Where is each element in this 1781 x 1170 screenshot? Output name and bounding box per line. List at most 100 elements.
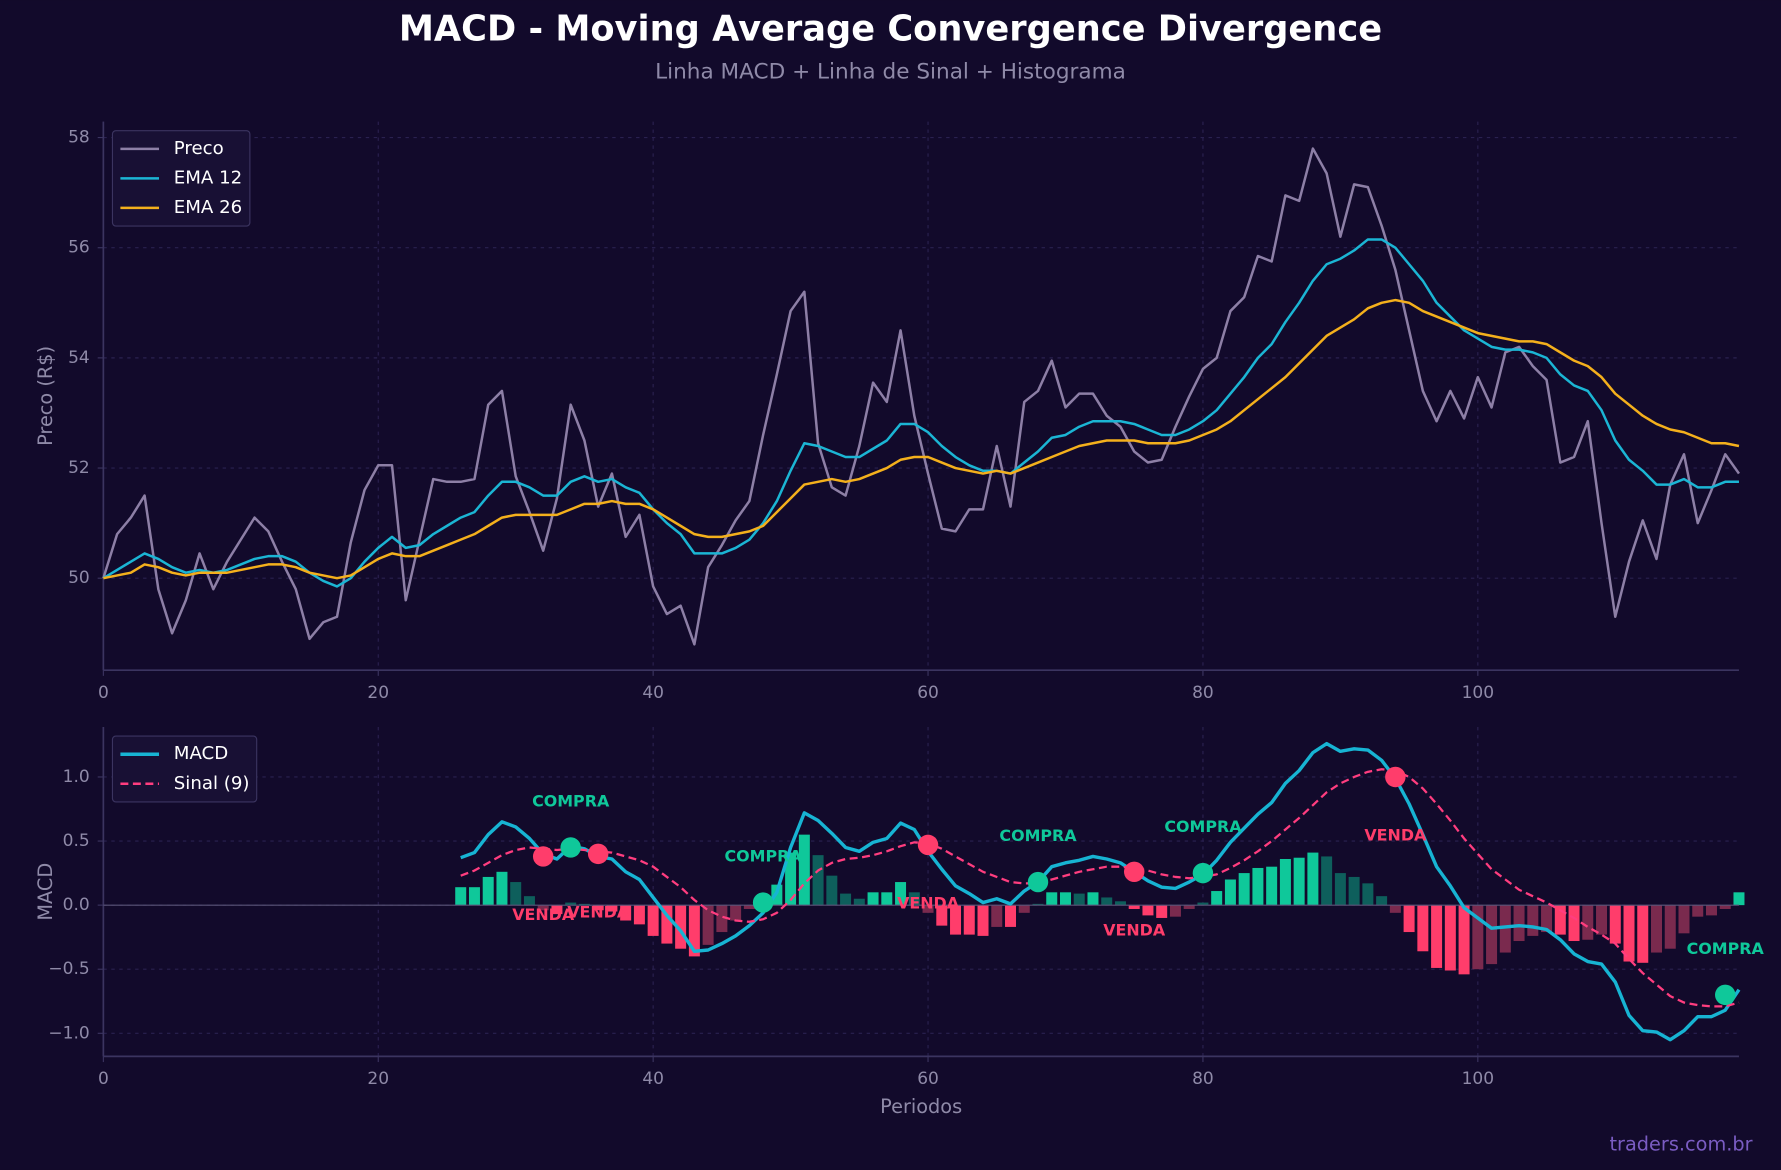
histogram-bar: [688, 905, 700, 957]
histogram-bar: [1169, 905, 1181, 917]
signal-label: VENDA: [1364, 826, 1427, 845]
histogram-bar: [1183, 905, 1195, 909]
histogram-bar: [922, 905, 934, 913]
histogram-bar: [1073, 893, 1085, 906]
y-tick-label: −1.0: [48, 1023, 89, 1043]
histogram-bar: [1334, 873, 1346, 906]
x-axis-label: Periodos: [880, 1095, 962, 1118]
histogram-bar: [1197, 902, 1209, 906]
y-tick-label: 0.0: [63, 895, 90, 915]
signal-marker: [917, 834, 939, 856]
histogram-bar: [1046, 892, 1058, 906]
signal-label: VENDA: [512, 905, 575, 924]
histogram-bar: [1362, 883, 1374, 906]
histogram-bar: [1403, 905, 1415, 933]
histogram-bar: [1059, 892, 1071, 906]
x-tick-label: 40: [642, 683, 664, 703]
histogram-bar: [1279, 858, 1291, 906]
histogram-bar: [963, 905, 975, 935]
histogram-bar: [1733, 892, 1745, 906]
histogram-bar: [1554, 905, 1566, 935]
histogram-bar: [1032, 903, 1044, 906]
signal-marker: [532, 846, 554, 867]
histogram-bar: [1224, 879, 1236, 906]
histogram-bar: [1623, 905, 1635, 962]
histogram-bar: [1101, 897, 1113, 906]
y-tick-label: 52: [68, 458, 90, 478]
histogram-bar: [1293, 857, 1305, 906]
histogram-bar: [716, 905, 728, 933]
histogram-bar: [1719, 905, 1731, 909]
histogram-bar: [1431, 905, 1443, 968]
histogram-bar: [1128, 905, 1140, 909]
histogram-bar: [977, 905, 989, 936]
signal-label: VENDA: [897, 893, 960, 912]
histogram-bar: [592, 905, 604, 911]
histogram-bar: [482, 876, 494, 906]
histogram-bar: [1486, 905, 1498, 965]
series-line: [103, 298, 1740, 580]
y-tick-label: 58: [68, 128, 90, 148]
signal-label: COMPRA: [725, 847, 803, 866]
histogram-bar: [1156, 905, 1168, 918]
histogram-bar: [468, 887, 480, 906]
legend-box: [111, 130, 251, 227]
signal-marker: [587, 843, 609, 865]
histogram-bar: [1348, 876, 1360, 906]
title: MACD - Moving Average Convergence Diverg…: [399, 9, 1382, 50]
histogram-bar: [991, 905, 1003, 927]
histogram-bar: [1596, 905, 1608, 935]
series-line: [460, 768, 1740, 1008]
histogram-bar: [743, 905, 755, 909]
histogram-bar: [867, 892, 879, 906]
signal-label: COMPRA: [532, 792, 610, 811]
histogram-bar: [1678, 905, 1690, 934]
histogram-bar: [455, 887, 467, 906]
y-tick-label: 50: [68, 568, 90, 588]
histogram-bar: [1651, 905, 1663, 953]
histogram-bar: [1211, 891, 1223, 906]
histogram-bar: [1142, 905, 1154, 916]
histogram-bar: [1472, 905, 1484, 970]
series-line: [102, 147, 1740, 646]
histogram-bar: [1018, 905, 1030, 913]
histogram-bar: [661, 905, 673, 944]
x-tick-label: 80: [1192, 1069, 1214, 1089]
signal-marker: [1385, 766, 1406, 788]
x-tick-label: 60: [917, 1069, 939, 1089]
y-tick-label: 1.0: [63, 767, 90, 787]
histogram-bar: [1321, 856, 1333, 906]
signal-marker: [560, 837, 581, 858]
histogram-bar: [551, 905, 563, 915]
signal-marker: [1192, 862, 1214, 884]
histogram-bar: [1637, 905, 1649, 963]
histogram-bar: [785, 852, 797, 906]
histogram-bar: [1389, 905, 1401, 913]
histogram-bar: [1444, 905, 1456, 971]
histogram-bar: [633, 905, 645, 925]
histogram-bar: [1376, 896, 1388, 906]
signal-marker: [1715, 984, 1736, 1006]
histogram-bar: [950, 905, 962, 935]
y-axis-label: MACD: [34, 863, 57, 921]
legend-label: EMA 26: [174, 197, 242, 218]
histogram-bar: [675, 905, 687, 949]
legend-label: Sinal (9): [174, 773, 250, 794]
histogram-bar: [537, 905, 549, 911]
x-tick-label: 20: [367, 683, 389, 703]
histogram-bar: [523, 896, 535, 906]
series-line: [460, 741, 1741, 1042]
x-tick-label: 0: [98, 1069, 109, 1089]
histogram-bar: [1568, 905, 1580, 942]
y-axis-label: Preco (R$): [34, 346, 57, 446]
signal-label: COMPRA: [1687, 939, 1765, 958]
histogram-bar: [1238, 873, 1250, 906]
y-tick-label: 56: [68, 238, 90, 258]
histogram-bar: [1692, 905, 1704, 917]
x-tick-label: 80: [1192, 683, 1214, 703]
histogram-bar: [908, 892, 920, 906]
legend-label: EMA 12: [174, 167, 242, 188]
histogram-bar: [565, 902, 577, 906]
histogram-bar: [620, 905, 632, 921]
